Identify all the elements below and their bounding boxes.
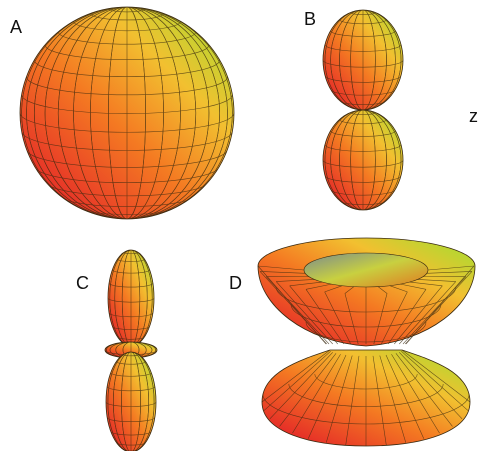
torus-hole bbox=[304, 253, 428, 287]
label-a: A bbox=[10, 17, 22, 37]
orbital-shapes bbox=[20, 7, 475, 451]
label-z: z bbox=[469, 106, 478, 126]
figure: A B z C D bbox=[0, 0, 486, 451]
label-b: B bbox=[304, 9, 316, 29]
label-c: C bbox=[76, 273, 89, 293]
label-d: D bbox=[229, 273, 242, 293]
